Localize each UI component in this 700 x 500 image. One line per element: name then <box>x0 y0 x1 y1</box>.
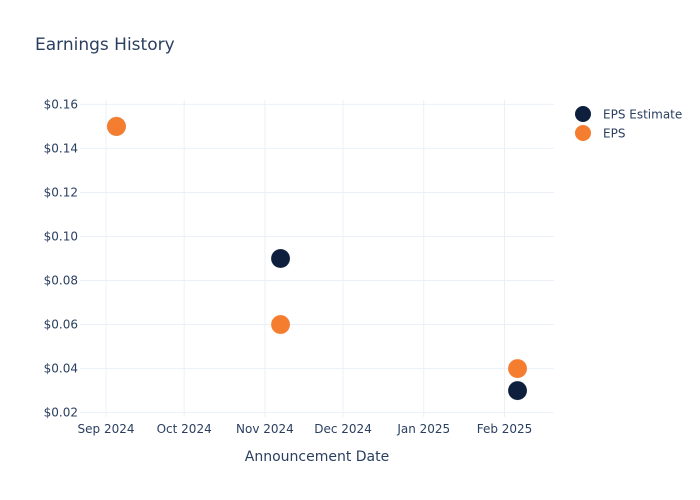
legend-label: EPS <box>603 127 625 141</box>
x-axis: Sep 2024 Oct 2024 Nov 2024 Dec 2024 Jan 2025… <box>78 422 533 436</box>
data-point[interactable] <box>270 248 291 269</box>
y-axis: $0.02 $0.04 $0.06 $0.08 $0.10 $0.12 $0.14 $0.16 <box>44 97 78 419</box>
y-tick-label: $0.16 <box>44 97 78 111</box>
legend[interactable]: EPS Estimate EPS <box>575 106 682 141</box>
x-tick-label: Jan 2025 <box>396 422 450 436</box>
data-points <box>106 116 528 401</box>
legend-marker <box>575 125 591 141</box>
x-tick-label: Oct 2024 <box>157 422 212 436</box>
data-point[interactable] <box>106 116 127 137</box>
y-tick-label: $0.04 <box>44 362 78 376</box>
legend-item[interactable]: EPS Estimate <box>575 106 682 122</box>
legend-label: EPS Estimate <box>603 108 682 122</box>
data-point[interactable] <box>270 314 291 335</box>
y-tick-label: $0.14 <box>44 141 78 155</box>
legend-marker <box>575 106 591 122</box>
x-tick-label: Feb 2025 <box>477 422 533 436</box>
grid-lines <box>80 100 554 417</box>
x-tick-label: Nov 2024 <box>236 422 294 436</box>
data-point[interactable] <box>507 358 528 379</box>
y-tick-label: $0.02 <box>44 406 78 420</box>
x-axis-title: Announcement Date <box>245 449 389 465</box>
y-tick-label: $0.12 <box>44 185 78 199</box>
y-tick-label: $0.08 <box>44 274 78 288</box>
y-tick-label: $0.06 <box>44 318 78 332</box>
x-tick-label: Sep 2024 <box>78 422 135 436</box>
x-tick-label: Dec 2024 <box>314 422 372 436</box>
data-point[interactable] <box>507 380 528 401</box>
legend-item[interactable]: EPS <box>575 125 625 141</box>
chart-title: Earnings History <box>35 35 175 55</box>
y-tick-label: $0.10 <box>44 229 78 243</box>
